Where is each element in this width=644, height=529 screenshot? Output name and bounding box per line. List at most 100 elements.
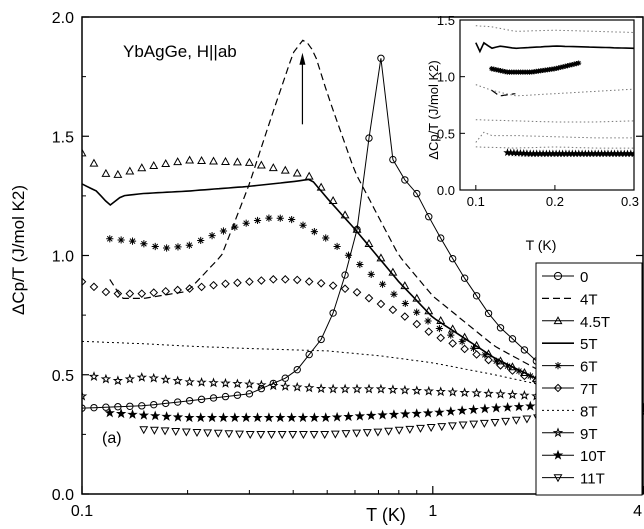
data-point-7t [328, 281, 338, 290]
data-point-0 [520, 346, 529, 354]
inset-data-point [629, 149, 634, 158]
data-point-10t [240, 412, 252, 423]
data-point-0 [90, 403, 98, 412]
data-point-10t [206, 412, 218, 423]
data-point-10t [195, 412, 206, 423]
data-point-7t [304, 277, 314, 286]
data-point-9t [172, 375, 183, 386]
data-point-10t [434, 406, 445, 417]
data-point-7t [448, 339, 457, 348]
data-point-10t [138, 409, 150, 420]
data-point-6t [492, 357, 500, 365]
data-point-0 [245, 390, 254, 398]
data-point-11t [501, 417, 511, 426]
data-point-7t [257, 276, 266, 285]
inset-y-axis-label: ΔCp/T (J/mol K2) [426, 60, 441, 159]
data-point-9t [327, 383, 339, 394]
data-point-7t [101, 287, 111, 297]
legend-entry-8t: 8T [542, 403, 598, 420]
data-point-4-5t [125, 166, 135, 175]
y-axis-label: ΔCp/T (J/mol K2) [9, 185, 28, 315]
data-point-0 [257, 384, 266, 393]
data-point-6t [128, 237, 137, 245]
data-point-4-5t [101, 168, 111, 177]
data-point-10t [491, 402, 502, 413]
data-point-11t [149, 426, 159, 435]
data-point-0 [437, 234, 445, 242]
legend-entry-4t: 4T [542, 291, 598, 308]
data-point-11t [320, 430, 330, 440]
data-point-7t [496, 361, 505, 370]
data-point-6t [356, 260, 364, 269]
inset-x-tick-label: 0.3 [621, 194, 639, 209]
y-tick-label: 2.0 [52, 10, 74, 27]
data-point-0 [484, 309, 493, 318]
data-point-7t [149, 288, 159, 297]
data-point-4-5t [161, 159, 171, 168]
data-point-4-5t [328, 195, 338, 204]
data-point-9t [447, 386, 458, 397]
data-point-7t [82, 277, 87, 287]
legend-label: 4T [580, 291, 598, 308]
data-point-9t [88, 371, 100, 382]
data-point-0 [150, 400, 158, 409]
data-point-0 [269, 379, 278, 388]
inset-plot-series [475, 25, 634, 158]
data-point-6t [469, 344, 478, 352]
data-point-9t [112, 375, 124, 386]
data-point-10t [172, 411, 184, 422]
data-point-11t [181, 428, 191, 437]
inset-data-point [564, 63, 571, 69]
data-point-4-5t [244, 157, 254, 166]
data-point-9t [136, 372, 148, 382]
data-point-10t [456, 405, 468, 415]
data-point-11t [405, 425, 415, 434]
data-point-9t [292, 381, 303, 392]
data-point-11t [522, 415, 532, 424]
inset-series [475, 131, 634, 143]
data-point-11t [469, 420, 479, 429]
data-point-6t [208, 232, 216, 240]
inset-series-line [475, 41, 634, 54]
data-point-0 [508, 335, 517, 343]
data-point-4-5t [197, 156, 207, 165]
inset-data-point [560, 64, 566, 70]
data-point-7t [125, 289, 135, 298]
data-point-10t [343, 411, 354, 422]
data-point-10t [479, 403, 491, 414]
data-point-7t [113, 289, 123, 298]
data-point-7t [364, 293, 374, 303]
data-point-0 [377, 54, 385, 62]
data-point-4-5t [221, 156, 230, 165]
inset-y-tick-label: 1.0 [437, 70, 455, 85]
data-point-11t [511, 416, 521, 425]
inset-series-line [475, 25, 634, 33]
data-point-10t [354, 410, 366, 421]
y-tick-label: 1.0 [52, 249, 74, 266]
inset-axes: 0.0 0.5 1.0 1.5 0.1 0.2 0.3 [437, 13, 639, 209]
legend-entry-10t: 10T [542, 448, 606, 465]
legend-label: 4.5T [580, 314, 610, 331]
inset-data-point [567, 62, 573, 68]
data-point-9t [124, 373, 136, 384]
legend-label: 6T [580, 359, 598, 376]
data-point-9t [184, 376, 195, 387]
data-point-7t [221, 279, 230, 289]
data-point-0 [102, 403, 110, 411]
inset-series [489, 60, 582, 75]
inset-x-tick-label: 0.2 [546, 194, 564, 209]
inset-data-point [555, 65, 562, 71]
data-point-6t [231, 223, 239, 231]
data-point-4-5t [268, 163, 278, 172]
data-point-4-5t [209, 156, 218, 165]
data-point-9t [339, 383, 351, 394]
legend-entry-5t: 5T [542, 336, 598, 353]
data-point-0 [365, 134, 373, 142]
data-point-11t [341, 430, 351, 439]
data-point-4-5t [89, 158, 99, 167]
y-tick-label: 0.0 [52, 487, 74, 504]
data-point-6t [367, 270, 375, 279]
data-point-6t [288, 215, 296, 224]
data-point-7t [376, 299, 386, 309]
data-point-10t [309, 412, 320, 423]
